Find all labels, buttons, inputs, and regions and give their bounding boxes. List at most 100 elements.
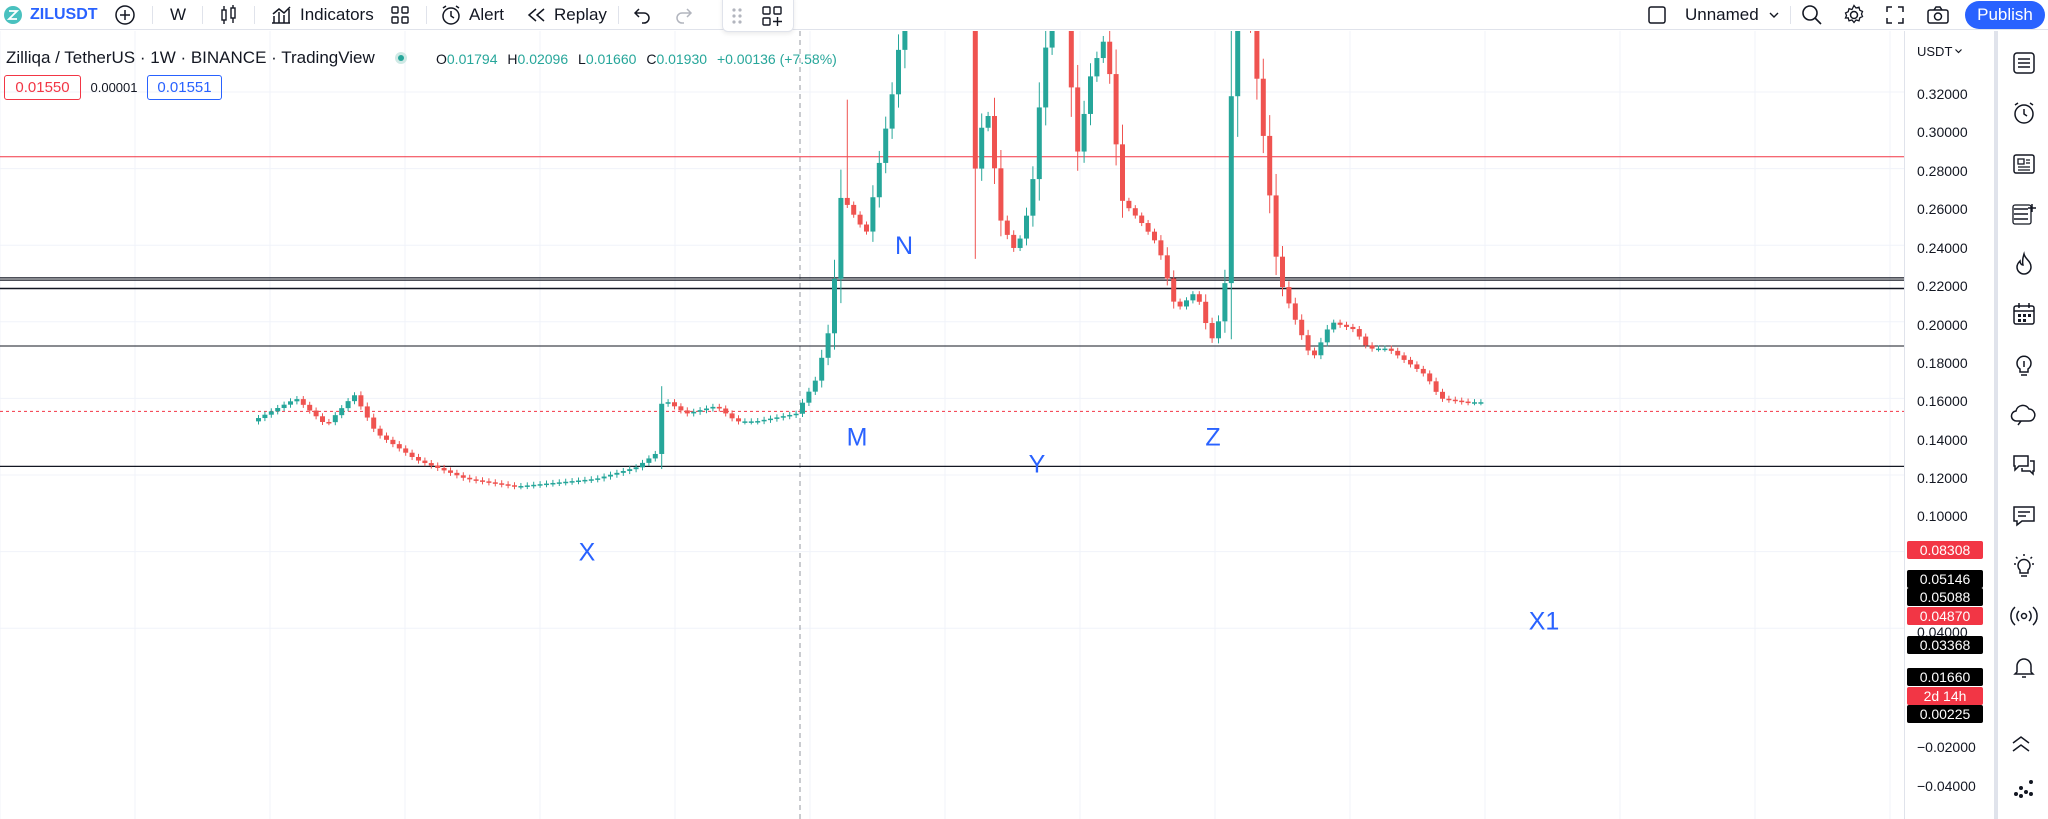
candle[interactable] — [326, 418, 332, 426]
candle[interactable] — [1344, 321, 1349, 330]
candle[interactable] — [595, 475, 601, 483]
candle[interactable] — [1017, 235, 1023, 252]
wave-label-x[interactable]: X — [579, 539, 596, 567]
candle[interactable] — [1356, 325, 1362, 340]
candle[interactable] — [1369, 342, 1375, 352]
candle[interactable] — [486, 478, 492, 486]
candle[interactable] — [1395, 347, 1401, 359]
add-layout-icon[interactable] — [761, 5, 783, 27]
candle[interactable] — [345, 398, 351, 412]
candle[interactable] — [1459, 397, 1465, 405]
candle[interactable] — [1408, 356, 1413, 368]
candle[interactable] — [1113, 49, 1119, 166]
undo-button[interactable] — [632, 0, 652, 30]
candle[interactable] — [1203, 294, 1209, 330]
candle[interactable] — [979, 113, 985, 181]
candle[interactable] — [620, 467, 626, 476]
candle[interactable] — [1004, 215, 1010, 240]
candle[interactable] — [742, 418, 748, 425]
candle[interactable] — [1209, 317, 1215, 343]
currency-select[interactable]: USDT — [1917, 44, 1963, 59]
candle[interactable] — [307, 401, 313, 414]
notifications-button[interactable] — [2010, 653, 2038, 681]
candle[interactable] — [883, 116, 889, 174]
candle[interactable] — [256, 414, 261, 425]
candle[interactable] — [1267, 115, 1273, 214]
candle[interactable] — [390, 436, 396, 448]
candle[interactable] — [838, 169, 844, 304]
candle[interactable] — [1260, 58, 1266, 154]
sell-price-button[interactable]: 0.01550 — [4, 75, 81, 100]
candle[interactable] — [544, 480, 549, 488]
alerts-button[interactable] — [2010, 99, 2038, 127]
candle[interactable] — [1427, 370, 1433, 385]
watchlist-button[interactable] — [2010, 49, 2038, 77]
messages-button[interactable] — [2010, 502, 2038, 530]
candle[interactable] — [774, 414, 780, 422]
candle[interactable] — [1049, 31, 1055, 55]
candle[interactable] — [697, 407, 703, 415]
candle[interactable] — [563, 478, 569, 486]
candle[interactable] — [614, 469, 620, 478]
candle[interactable] — [1273, 173, 1279, 276]
candle[interactable] — [480, 477, 485, 485]
candle[interactable] — [518, 482, 524, 490]
wave-label-n[interactable]: N — [895, 232, 913, 260]
candle[interactable] — [1446, 395, 1452, 403]
compare-button[interactable] — [114, 0, 136, 30]
candle[interactable] — [1337, 319, 1343, 328]
candle[interactable] — [864, 221, 869, 235]
candle[interactable] — [704, 405, 709, 414]
candle[interactable] — [435, 462, 441, 472]
candle[interactable] — [672, 399, 677, 410]
candle[interactable] — [467, 474, 473, 483]
candle[interactable] — [448, 467, 453, 476]
wave-label-x1[interactable]: X1 — [1529, 608, 1560, 636]
candle[interactable] — [710, 403, 716, 412]
candle[interactable] — [1472, 399, 1477, 406]
candle[interactable] — [1196, 291, 1202, 305]
candle[interactable] — [588, 476, 594, 483]
candle[interactable] — [428, 459, 434, 469]
wave-label-y[interactable]: Y — [1029, 451, 1046, 479]
candle[interactable] — [716, 403, 722, 412]
candle[interactable] — [691, 408, 697, 417]
candle[interactable] — [1011, 230, 1017, 252]
candle[interactable] — [320, 413, 325, 426]
calendar-button[interactable] — [2010, 300, 2038, 328]
candle[interactable] — [998, 149, 1004, 237]
indicators-button[interactable]: Indicators — [270, 0, 374, 30]
candle[interactable] — [1024, 207, 1029, 246]
candle[interactable] — [1376, 345, 1381, 352]
settings-button[interactable] — [1843, 0, 1865, 30]
candle[interactable] — [889, 82, 895, 139]
candle[interactable] — [812, 376, 818, 395]
candle[interactable] — [806, 387, 812, 406]
candle[interactable] — [473, 476, 479, 484]
redo-button[interactable] — [674, 0, 694, 30]
candle[interactable] — [1331, 319, 1337, 333]
candle[interactable] — [569, 478, 575, 485]
candle[interactable] — [1030, 166, 1036, 227]
candle[interactable] — [1414, 361, 1420, 372]
candle[interactable] — [537, 481, 543, 488]
candle[interactable] — [684, 407, 690, 417]
candle[interactable] — [416, 453, 421, 464]
candle[interactable] — [396, 441, 402, 452]
candle[interactable] — [1081, 100, 1087, 163]
candle[interactable] — [281, 401, 287, 412]
candle[interactable] — [832, 259, 837, 350]
snapshot-button[interactable] — [1926, 0, 1950, 30]
symbol-search-button[interactable]: ZILUSDT — [4, 0, 98, 30]
candle[interactable] — [1433, 377, 1439, 395]
candle[interactable] — [1132, 205, 1138, 219]
candle[interactable] — [1088, 63, 1093, 126]
candle[interactable] — [1292, 297, 1298, 325]
candle[interactable] — [1363, 333, 1369, 349]
candle[interactable] — [870, 185, 876, 242]
candle[interactable] — [1222, 269, 1228, 333]
ideas-button[interactable] — [2010, 351, 2038, 379]
candle[interactable] — [755, 418, 761, 425]
candle[interactable] — [851, 201, 857, 218]
candle[interactable] — [1248, 31, 1253, 33]
